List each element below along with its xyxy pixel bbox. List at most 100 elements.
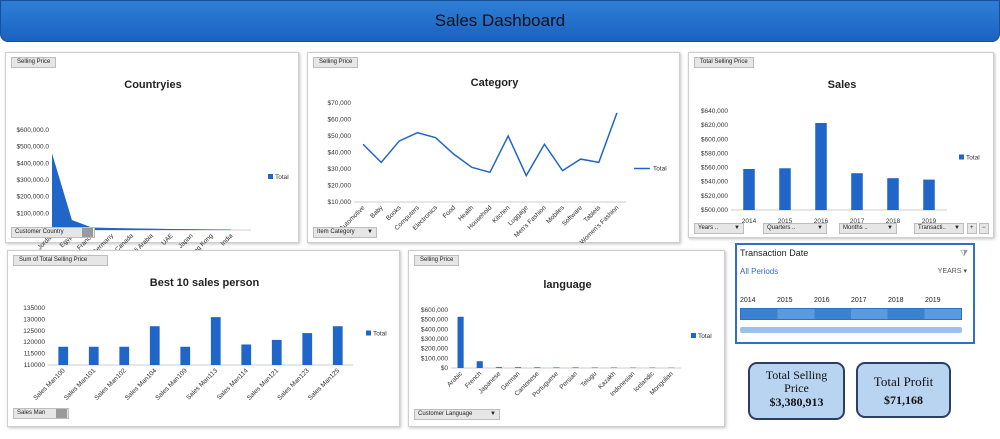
- salesman-filter-dropdown[interactable]: Sales Man: [13, 408, 69, 419]
- category-chart-panel: Selling Price Category $10,000 $20,000 $30…: [307, 52, 680, 243]
- years-filter-dropdown[interactable]: Years .. ▼: [694, 223, 744, 234]
- country-chart: $0.00$100,000.0$200,000.0$300,000.0$400,…: [16, 127, 289, 253]
- legend-label: Total: [275, 174, 289, 181]
- total-profit-card: Total Profit $71,168: [856, 362, 951, 418]
- y-tick-label: $300,000.0: [16, 177, 49, 184]
- legend-label: Total: [966, 155, 980, 162]
- quarters-filter-label: Quarters ..: [767, 225, 796, 231]
- x-tick-label: 2016: [814, 218, 829, 223]
- kpi-label: Total Selling Price: [765, 368, 828, 395]
- timeline-scrollbar[interactable]: [740, 327, 962, 333]
- y-tick-label: $20,000: [328, 183, 352, 190]
- x-tick-label: Sales Man114: [216, 367, 250, 401]
- y-tick-label: 125000: [23, 328, 45, 335]
- legend-label: Total: [653, 166, 667, 173]
- sales-chart-title: Sales: [827, 79, 857, 91]
- language-filter-label: Customer Language: [418, 411, 473, 417]
- x-tick-label: Persian: [558, 370, 579, 391]
- salesperson-chart-panel: Sum of Total Selling Price Best 10 sales…: [7, 250, 400, 427]
- chevron-down-icon: ▼: [490, 411, 496, 417]
- timeline-title: Transaction Date: [740, 248, 809, 258]
- y-tick-label: $100,000.0: [16, 210, 49, 217]
- y-tick-label: 120000: [23, 339, 45, 346]
- timeline-level-selector[interactable]: YEARS ▾: [937, 268, 967, 275]
- language-field-button[interactable]: Selling Price: [414, 255, 460, 266]
- bar: [476, 361, 483, 368]
- category-filter-label: Item Category: [317, 229, 355, 235]
- bar: [515, 367, 522, 368]
- x-tick-label: Baby: [369, 204, 385, 220]
- category-field-button[interactable]: Selling Price: [313, 57, 359, 68]
- x-tick-label: 2019: [922, 218, 937, 223]
- bar: [887, 178, 899, 210]
- chevron-down-icon: ▼: [817, 225, 823, 231]
- y-tick-label: $60,000: [328, 117, 352, 124]
- language-chart-panel: Selling Price language $0 $100,000 $200,00…: [408, 250, 725, 427]
- country-field-button[interactable]: Selling Price: [11, 57, 57, 68]
- country-filter-dropdown[interactable]: Customer Country: [11, 227, 95, 238]
- expand-button[interactable]: +: [967, 223, 977, 234]
- legend-label: Total: [373, 331, 387, 338]
- y-tick-label: $640,000: [701, 108, 728, 115]
- y-tick-label: $200,000.0: [16, 194, 49, 201]
- x-tick-label: Arabic: [446, 370, 465, 389]
- timeline-year-label[interactable]: 2018: [888, 297, 904, 304]
- y-tick-label: 110000: [24, 362, 46, 369]
- bar: [572, 367, 579, 368]
- bar: [457, 316, 464, 368]
- clear-filter-icon[interactable]: ⧩: [959, 248, 968, 258]
- chevron-down-icon: ▼: [367, 229, 373, 235]
- bar: [534, 367, 541, 368]
- y-tick-label: $500,000: [701, 207, 728, 214]
- x-tick-label: Software: [561, 204, 584, 227]
- bar: [180, 346, 191, 365]
- bar: [779, 168, 791, 210]
- bar: [851, 173, 863, 210]
- y-tick-label: $500,000: [421, 317, 448, 324]
- y-tick-label: $30,000: [328, 166, 352, 173]
- months-filter-label: Months ..: [843, 225, 868, 231]
- y-tick-label: $50,000: [328, 133, 352, 140]
- y-tick-label: 130000: [23, 316, 45, 323]
- timeline-range-bar[interactable]: [740, 308, 962, 320]
- category-filter-dropdown[interactable]: Item Category ▼: [313, 227, 377, 238]
- legend-swatch: [959, 154, 964, 160]
- timeline-level-label: YEARS: [937, 268, 962, 275]
- transaction-date-timeline[interactable]: Transaction Date ⧩ All Periods YEARS ▾ 2…: [735, 243, 975, 344]
- timeline-year-label[interactable]: 2014: [740, 297, 756, 304]
- y-tick-label: $600,000: [421, 307, 448, 314]
- timeline-year-label[interactable]: 2019: [925, 297, 941, 304]
- years-filter-label: Years ..: [698, 225, 719, 231]
- chevron-down-icon: ▼: [954, 225, 960, 231]
- months-filter-dropdown[interactable]: Months .. ▼: [839, 223, 897, 234]
- x-tick-label: 2015: [778, 218, 793, 223]
- timeline-year-label[interactable]: 2016: [814, 297, 830, 304]
- y-tick-label: $40,000: [328, 150, 352, 157]
- y-tick-label: $540,000: [701, 179, 728, 186]
- x-tick-label: Sales Man125: [307, 367, 342, 402]
- salesman-filter-label: Sales Man: [17, 410, 46, 416]
- y-tick-label: $10,000: [328, 199, 352, 206]
- bar: [743, 168, 755, 210]
- bar: [149, 326, 160, 365]
- bar: [271, 339, 282, 365]
- bar: [815, 123, 827, 210]
- bar: [241, 344, 252, 365]
- timeline-year-label[interactable]: 2015: [777, 297, 793, 304]
- bar: [553, 367, 560, 368]
- legend-swatch: [691, 333, 696, 338]
- y-tick-label: $400,000: [421, 326, 448, 333]
- bar: [495, 367, 502, 368]
- timeline-years: 2014 2015 2016 2017 2018 2019: [740, 297, 970, 307]
- salesperson-field-button[interactable]: Sum of Total Selling Price: [13, 255, 108, 266]
- country-filter-label: Customer Country: [15, 229, 64, 235]
- quarters-filter-dropdown[interactable]: Quarters .. ▼: [763, 223, 827, 234]
- timeline-year-label[interactable]: 2017: [851, 297, 867, 304]
- y-tick-label: $400,000.0: [16, 160, 49, 167]
- dashboard-banner: Sales Dashboard: [0, 0, 1000, 42]
- sales-field-button[interactable]: Total Selling Price: [694, 57, 754, 68]
- collapse-button[interactable]: −: [979, 223, 989, 234]
- language-filter-dropdown[interactable]: Customer Language ▼: [414, 409, 500, 420]
- y-tick-label: $560,000: [701, 165, 728, 172]
- transaction-filter-dropdown[interactable]: Transacti.. ▼: [914, 223, 964, 234]
